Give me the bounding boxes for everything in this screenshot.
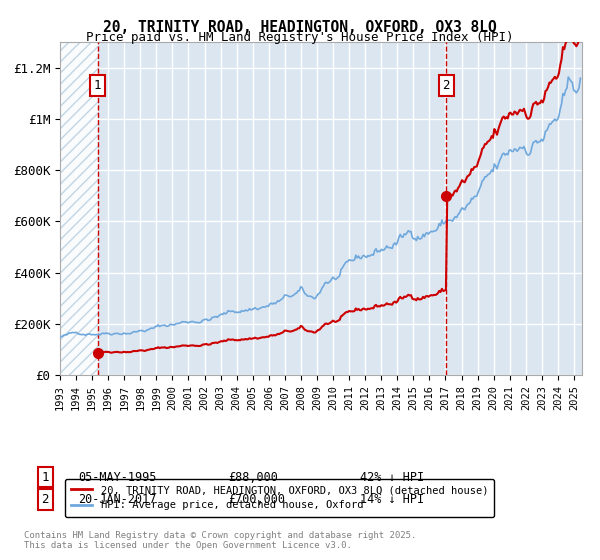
- Text: £88,000: £88,000: [228, 470, 278, 484]
- Text: Contains HM Land Registry data © Crown copyright and database right 2025.
This d: Contains HM Land Registry data © Crown c…: [24, 530, 416, 550]
- Text: Price paid vs. HM Land Registry's House Price Index (HPI): Price paid vs. HM Land Registry's House …: [86, 31, 514, 44]
- Text: 20-JAN-2017: 20-JAN-2017: [78, 493, 157, 506]
- Text: 42% ↓ HPI: 42% ↓ HPI: [360, 470, 424, 484]
- Text: 2: 2: [41, 493, 49, 506]
- Text: £700,000: £700,000: [228, 493, 285, 506]
- Bar: [60, 42, 98, 375]
- Legend: 20, TRINITY ROAD, HEADINGTON, OXFORD, OX3 8LQ (detached house), HPI: Average pri: 20, TRINITY ROAD, HEADINGTON, OXFORD, OX…: [65, 479, 494, 516]
- Text: 14% ↓ HPI: 14% ↓ HPI: [360, 493, 424, 506]
- Text: 1: 1: [41, 470, 49, 484]
- Text: 05-MAY-1995: 05-MAY-1995: [78, 470, 157, 484]
- Text: 2: 2: [443, 79, 450, 92]
- Text: 20, TRINITY ROAD, HEADINGTON, OXFORD, OX3 8LQ: 20, TRINITY ROAD, HEADINGTON, OXFORD, OX…: [103, 20, 497, 35]
- Text: 1: 1: [94, 79, 101, 92]
